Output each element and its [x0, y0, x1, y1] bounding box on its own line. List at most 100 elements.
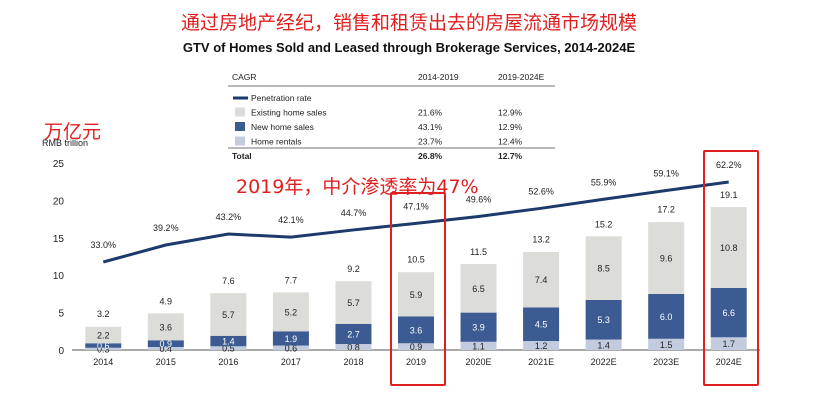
legend-header-cell: 2019-2024E	[498, 72, 545, 82]
penetration-rate-label: 59.1%	[653, 168, 679, 178]
bar-value-label: 0.9	[410, 342, 423, 352]
bar-value-label: 5.3	[597, 315, 610, 325]
x-tick-label: 2015	[156, 357, 176, 367]
bar-value-label: 1.5	[660, 340, 673, 350]
bar-value-label: 0.5	[222, 344, 235, 354]
x-tick-label: 2016	[218, 357, 238, 367]
bar-value-label: 5.2	[285, 307, 298, 317]
bar-value-label: 0.6	[285, 343, 298, 353]
x-tick-label: 2018	[343, 357, 363, 367]
legend-cagr-2019-2024e: 12.9%	[498, 108, 523, 118]
bar-value-label: 10.8	[720, 243, 738, 253]
bar-value-label: 1.9	[285, 334, 298, 344]
penetration-rate-label: 47.1%	[403, 201, 429, 211]
bar-value-label: 5.9	[410, 290, 423, 300]
bar-value-label: 9.6	[660, 253, 673, 263]
bar-value-label: 2.2	[97, 331, 110, 341]
penetration-rate-label: 44.7%	[341, 208, 367, 218]
bar-segment-home-rentals	[85, 347, 122, 350]
x-tick-label: 2023E	[653, 357, 679, 367]
bar-total-label: 13.2	[532, 234, 550, 244]
bar-segment-new-home-sales	[648, 293, 685, 339]
legend-swatch-box	[235, 122, 245, 131]
bar-segment-existing-home-sales	[523, 252, 560, 308]
x-tick-label: 2024E	[716, 357, 742, 367]
bar-total-label: 3.2	[97, 309, 110, 319]
bar-value-label: 5.7	[347, 298, 360, 308]
bar-value-label: 5.7	[222, 310, 235, 320]
bar-segment-new-home-sales	[398, 316, 434, 344]
bar-total-label: 17.2	[657, 204, 675, 214]
bar-segment-existing-home-sales	[585, 236, 622, 300]
penetration-rate-label: 33.0%	[91, 240, 117, 250]
y-tick-label: 5	[58, 309, 64, 320]
y-tick-label: 0	[58, 346, 64, 357]
bar-value-label: 1.7	[722, 339, 735, 349]
bar-value-label: 0.3	[97, 344, 110, 354]
bar-value-label: 2.7	[347, 329, 360, 339]
chinese-headline: 通过房地产经纪，销售和租赁出去的房屋流通市场规模	[180, 12, 637, 34]
bar-value-label: 3.9	[472, 323, 485, 333]
highlight-box-2024e	[702, 150, 759, 386]
bar-segment-existing-home-sales	[460, 263, 497, 313]
bar-value-label: 4.5	[535, 320, 548, 330]
bar-value-label: 0.4	[160, 344, 173, 354]
y-tick-label: 10	[53, 271, 65, 282]
penetration-rate-label: 55.9%	[591, 177, 617, 187]
bar-segment-new-home-sales	[585, 299, 622, 340]
legend-swatch-box	[235, 136, 245, 146]
bar-segment-home-rentals	[335, 344, 372, 350]
bar-segment-existing-home-sales	[147, 313, 184, 341]
x-tick-label: 2014	[93, 357, 113, 367]
legend-row-label: Penetration rate	[251, 93, 312, 103]
legend-cagr-2014-2019: 23.7%	[418, 137, 443, 147]
legend-row-label: New home sales	[251, 122, 314, 132]
bar-value-label: 8.5	[597, 264, 610, 274]
bar-value-label: 1.1	[472, 341, 485, 351]
bar-value-label: 6.5	[472, 284, 485, 294]
legend-cagr-2019-2024e: 12.9%	[498, 122, 523, 132]
legend-header-cell: CAGR	[232, 72, 257, 82]
bar-segment-home-rentals	[710, 337, 747, 350]
bar-segment-home-rentals	[147, 347, 184, 350]
bar-segment-new-home-sales	[460, 312, 497, 342]
penetration-rate-line	[102, 180, 729, 264]
bar-total-label: 11.5	[470, 247, 487, 257]
legend-swatch-box	[235, 107, 245, 117]
bar-segment-existing-home-sales	[272, 292, 309, 332]
bar-segment-existing-home-sales	[85, 326, 122, 344]
bar-total-label: 10.5	[407, 254, 425, 264]
x-tick-label: 2019	[406, 357, 426, 367]
bar-segment-existing-home-sales	[335, 281, 372, 324]
bar-segment-new-home-sales	[85, 343, 122, 348]
bar-segment-existing-home-sales	[710, 207, 747, 288]
bar-value-label: 0.6	[97, 341, 110, 351]
unit-label-cn: 万亿元	[44, 121, 102, 143]
x-tick-label: 2021E	[528, 357, 554, 367]
highlight-box-2019	[390, 192, 446, 386]
bar-segment-existing-home-sales	[210, 293, 247, 336]
bar-value-label: 0.9	[160, 339, 173, 349]
penetration-rate-label: 43.2%	[216, 212, 242, 222]
penetration-rate-label: 39.2%	[153, 223, 179, 233]
y-tick-label: 20	[53, 196, 65, 207]
penetration-rate-label: 52.6%	[528, 186, 554, 196]
bar-total-label: 15.2	[595, 219, 613, 229]
bar-value-label: 3.6	[410, 325, 423, 335]
x-tick-label: 2017	[281, 357, 301, 367]
bar-segment-existing-home-sales	[398, 272, 434, 317]
bar-segment-home-rentals	[523, 341, 560, 350]
legend-table: CAGR 2014-2019 2019-2024E Penetration rate E…	[228, 72, 555, 161]
legend-cagr-2014-2019: 26.8%	[418, 151, 443, 161]
legend-cagr-2014-2019: 43.1%	[418, 122, 443, 132]
penetration-rate-label: 49.6%	[466, 195, 492, 205]
bar-total-label: 7.6	[222, 276, 235, 286]
penetration-line: 33.0% 39.2% 43.2% 42.1% 44.7% 47.1% 49.6% 52.6%…	[91, 160, 741, 264]
bar-segment-new-home-sales	[147, 340, 184, 348]
bar-segment-home-rentals	[585, 339, 622, 350]
legend-row-label: Home rentals	[251, 137, 302, 147]
x-axis: 2014 2015 2016 2017 2018 2019 2020E 2021E 2022E 2…	[93, 357, 741, 367]
bar-segment-new-home-sales	[523, 307, 560, 342]
bar-value-label: 7.4	[535, 275, 548, 285]
